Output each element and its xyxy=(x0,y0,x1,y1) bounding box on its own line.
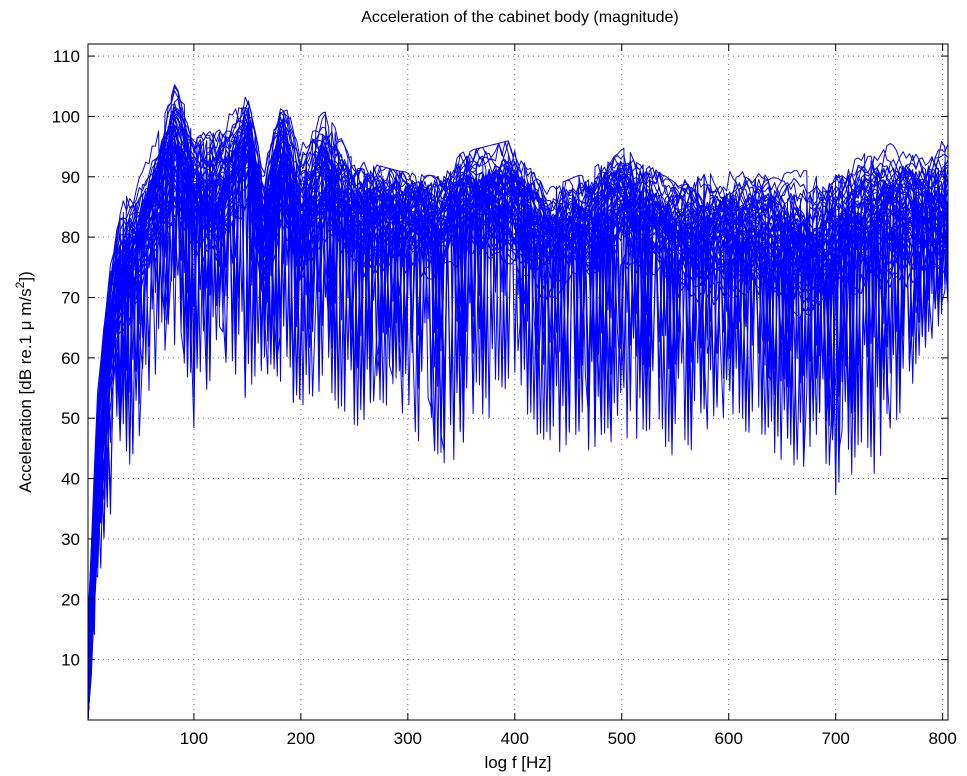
series-line xyxy=(87,140,949,701)
y-axis-label-superscript: 2 xyxy=(13,281,27,288)
plot-frame xyxy=(87,43,949,721)
series-line xyxy=(87,84,949,624)
chart-title: Acceleration of the cabinet body (magnit… xyxy=(361,9,679,26)
y-tick-label: 10 xyxy=(61,651,80,670)
x-tick-label: 600 xyxy=(715,729,743,748)
series-line xyxy=(87,159,949,717)
y-tick-labels: 10 20 30 40 50 60 70 80 90 100 110 xyxy=(52,47,80,670)
x-tick-label: 500 xyxy=(608,729,636,748)
series-line xyxy=(87,122,949,703)
x-tick-label: 800 xyxy=(928,729,956,748)
y-axis-label: Acceleration [dB re.1 μ m/s2]) xyxy=(13,271,35,493)
series-line xyxy=(87,125,949,706)
y-tick-label: 100 xyxy=(52,107,80,126)
x-tick-labels: 100 200 300 400 500 600 700 800 xyxy=(180,729,957,748)
x-tick-label: 200 xyxy=(287,729,315,748)
y-tick-label: 70 xyxy=(61,289,80,308)
ticks xyxy=(88,44,948,720)
x-tick-label: 100 xyxy=(180,729,208,748)
y-axis-label-main: Acceleration [dB re.1 μ m/s xyxy=(16,288,35,492)
y-tick-label: 80 xyxy=(61,228,80,247)
y-tick-label: 90 xyxy=(61,168,80,187)
y-tick-label: 30 xyxy=(61,530,80,549)
x-tick-label: 300 xyxy=(394,729,422,748)
y-tick-label: 60 xyxy=(61,349,80,368)
x-axis-label: log f [Hz] xyxy=(484,753,551,772)
y-axis-label-suffix: ]) xyxy=(16,271,35,281)
series-group xyxy=(87,84,949,721)
y-tick-label: 40 xyxy=(61,470,80,489)
series-line xyxy=(87,109,949,633)
series-line xyxy=(87,86,949,663)
y-tick-label: 50 xyxy=(61,409,80,428)
series-line xyxy=(87,128,949,693)
series-line xyxy=(87,124,949,701)
series-line xyxy=(87,166,949,721)
y-tick-label: 20 xyxy=(61,590,80,609)
x-tick-label: 700 xyxy=(821,729,849,748)
x-tick-label: 400 xyxy=(501,729,529,748)
y-tick-label: 110 xyxy=(53,47,80,66)
series-line xyxy=(87,141,949,705)
